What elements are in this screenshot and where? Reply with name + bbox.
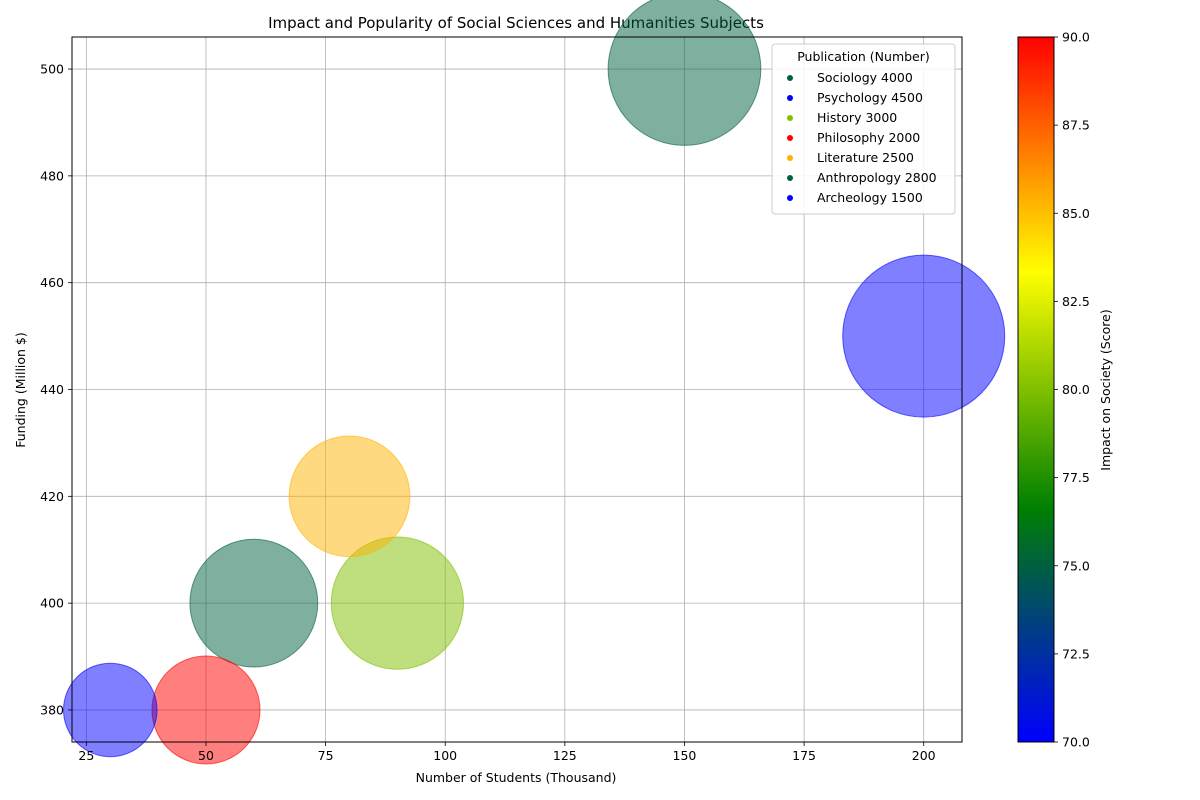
legend-marker [787, 195, 793, 201]
legend: Publication (Number) Sociology 4000 Psycho… [772, 44, 955, 214]
y-tick-label: 400 [40, 596, 64, 611]
bubble-archeology [64, 663, 158, 757]
legend-marker [787, 75, 793, 81]
y-axis-label: Funding (Million $) [13, 332, 28, 448]
bubble-anthropology [190, 539, 318, 667]
legend-entry: Archeology 1500 [817, 190, 923, 205]
x-tick-label: 100 [433, 748, 457, 763]
x-tick-label: 50 [198, 748, 214, 763]
colorbar-tick-label: 85.0 [1062, 206, 1090, 221]
legend-entry: History 3000 [817, 110, 897, 125]
colorbar-tick-label: 77.5 [1062, 470, 1090, 485]
colorbar-tick-label: 82.5 [1062, 294, 1090, 309]
bubble-sociology [608, 0, 761, 145]
colorbar-ticks: 70.0 72.5 75.0 77.5 80.0 82.5 85.0 87.5 90.0 [1054, 30, 1090, 750]
x-tick-label: 125 [553, 748, 577, 763]
y-tick-label: 440 [40, 382, 64, 397]
bubble-literature [289, 436, 410, 557]
legend-marker [787, 95, 793, 101]
legend-entry: Philosophy 2000 [817, 130, 920, 145]
legend-entry: Literature 2500 [817, 150, 914, 165]
legend-marker [787, 175, 793, 181]
colorbar-tick-label: 72.5 [1062, 646, 1090, 661]
legend-entry: Sociology 4000 [817, 70, 913, 85]
bubble-psychology [843, 255, 1005, 417]
y-tick-label: 500 [40, 62, 64, 77]
y-tick-label: 460 [40, 275, 64, 290]
y-tick-label: 380 [40, 702, 64, 717]
legend-marker [787, 135, 793, 141]
legend-marker [787, 155, 793, 161]
colorbar: 70.0 72.5 75.0 77.5 80.0 82.5 85.0 87.5 90.0 Imp… [1018, 30, 1113, 750]
colorbar-tick-label: 70.0 [1062, 735, 1090, 750]
x-tick-label: 150 [673, 748, 697, 763]
y-tick-label: 480 [40, 168, 64, 183]
y-tick-label: 420 [40, 489, 64, 504]
x-axis-label: Number of Students (Thousand) [416, 770, 617, 785]
legend-entry: Anthropology 2800 [817, 170, 937, 185]
colorbar-tick-label: 90.0 [1062, 30, 1090, 45]
colorbar-label: Impact on Society (Score) [1098, 309, 1113, 470]
colorbar-tick-label: 80.0 [1062, 382, 1090, 397]
x-tick-label: 75 [318, 748, 334, 763]
legend-title: Publication (Number) [797, 49, 930, 64]
legend-marker [787, 115, 793, 121]
x-tick-label: 175 [792, 748, 816, 763]
legend-entry: Psychology 4500 [817, 90, 923, 105]
y-axis-ticks: 380 400 420 440 460 480 500 [40, 62, 72, 718]
colorbar-gradient [1018, 37, 1054, 742]
x-tick-label: 25 [78, 748, 94, 763]
colorbar-tick-label: 87.5 [1062, 118, 1090, 133]
colorbar-tick-label: 75.0 [1062, 558, 1090, 573]
x-tick-label: 200 [912, 748, 936, 763]
